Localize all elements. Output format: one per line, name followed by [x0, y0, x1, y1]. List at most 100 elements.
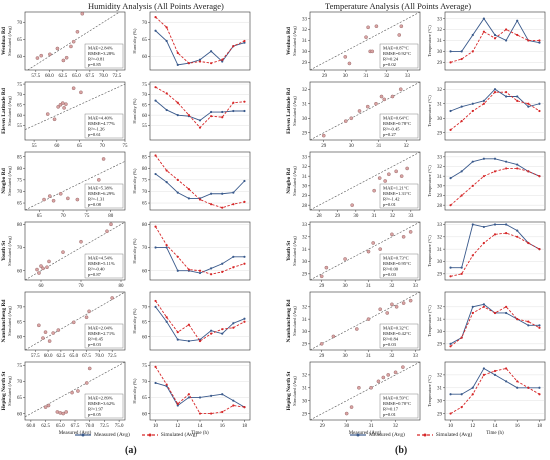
humidity-simulated-point [221, 206, 224, 209]
temperature-scatter-point [374, 101, 378, 106]
temperature-simulated-point [527, 102, 530, 105]
temperature-scatter-ytick-label: 32 [302, 28, 308, 33]
temperature-simulated-point [460, 57, 463, 61]
humidity-scatter-ytick-label: 80 [17, 167, 23, 172]
temperature-stats-line: p=0.03 [383, 272, 397, 277]
temperature-scatter-xtick-label: 29 [319, 354, 325, 359]
humidity-simulated-point [187, 188, 190, 191]
temperature-scatter-xtick-label: 32 [384, 74, 390, 79]
humidity-road-label: Heping North St [1, 371, 7, 410]
humidity-simulated-point [187, 114, 190, 117]
temperature-measured-point [449, 393, 452, 396]
humidity-measured-point [221, 110, 224, 114]
temperature-scatter-point [382, 97, 387, 102]
temperature-measured-point [471, 160, 474, 163]
temperature-line-ytick-label: 29 [437, 412, 443, 417]
humidity-scatter-point [39, 53, 44, 58]
humidity-simulated-point [176, 178, 179, 181]
temperature-scatter-point [377, 176, 382, 180]
temperature-scatter-ytick-label: 29 [302, 194, 308, 199]
humidity-simulated-point [210, 62, 213, 65]
humidity-road-label: Ningbo Rd [1, 168, 7, 194]
humidity-scatter-xtick-label: 75 [84, 214, 90, 219]
temperature-scatter-point [378, 247, 383, 251]
temperature-line-ytick-label: 32 [437, 28, 443, 33]
humidity-measured-point [154, 305, 157, 308]
humidity-line-ytick-label: 65 [142, 202, 148, 207]
humidity-scatter-point [52, 117, 57, 122]
temperature-row-0: Wenhua Rd Simulated (Avg) 29 30 31 32 33 29 30 31… [286, 11, 546, 79]
humidity-measured-point [221, 262, 224, 265]
humidity-scatter-point [84, 381, 89, 385]
humidity-scatter-xtick-label: 65.0 [56, 424, 65, 429]
humidity-scatter-ytick-label: 60 [17, 269, 23, 274]
temperature-scatter-ytick-label: 28 [302, 204, 308, 209]
temperature-row-2: Ningbo Rd Simulated (Avg) 28 29 30 31 32 33 28 29… [286, 151, 546, 219]
humidity-measured-line [155, 247, 245, 274]
temperature-panel-label: (b) [395, 445, 408, 456]
temperature-simulated-point [538, 175, 541, 178]
temperature-simulated-point [505, 167, 508, 170]
temperature-scatter-axes-frame [309, 81, 421, 141]
humidity-scatter-ylabel: Simulated (Avg) [7, 96, 12, 126]
humidity-line-ylabel: Humidity (%) [132, 168, 137, 194]
temperature-line-ytick-label: 28 [437, 204, 443, 209]
temperature-row-3: Youth St Simulated (Avg) 29 30 31 32 33 29 30 31 3… [286, 221, 546, 289]
temperature-scatter-ytick-label: 33 [302, 223, 308, 228]
humidity-scatter-ytick-label: 60 [17, 412, 23, 417]
temperature-scatter-axes-frame [309, 361, 421, 421]
temperature-scatter-point [405, 166, 409, 171]
humidity-measured-point [154, 29, 157, 32]
temperature-scatter-point [372, 188, 376, 193]
humidity-line-xtick-label: 14 [198, 424, 204, 429]
temperature-scatter-point [386, 373, 391, 377]
humidity-simulated-point [210, 273, 213, 276]
temperature-line-ylabel: Temperature (°C) [427, 25, 432, 57]
humidity-line-ylabel: Humidity (%) [132, 378, 137, 404]
temperature-simulated-point [460, 194, 463, 197]
humidity-measured-point [198, 119, 202, 122]
humidity-stats-line: RMSE=6.29% [88, 191, 115, 196]
humidity-simulated-point [232, 326, 235, 329]
temperature-simulated-point [527, 320, 530, 323]
temperature-scatter-ylabel: Simulated (Avg) [292, 236, 297, 266]
humidity-scatter-ytick-label: 75 [17, 179, 23, 184]
temperature-scatter-axes-frame [309, 151, 421, 211]
temperature-scatter-xtick-label: 31 [369, 424, 375, 429]
humidity-simulated-point [176, 331, 179, 334]
temperature-measured-point [516, 163, 519, 166]
humidity-scatter-point [37, 323, 41, 328]
humidity-stats-line: R²=-1.26 [88, 127, 105, 132]
humidity-line-ytick-label: 75 [142, 83, 148, 88]
humidity-simulated-point [165, 244, 168, 247]
humidity-line-ytick-label: 70 [142, 190, 148, 195]
humidity-measured-point [243, 255, 246, 258]
temperature-simulated-point [482, 175, 485, 178]
humidity-scatter-xtick-label: 65.0 [69, 354, 78, 359]
humidity-scatter-ytick-label: 75 [17, 364, 23, 369]
humidity-scatter-ytick-label: 65 [17, 396, 23, 401]
humidity-simulated-point [210, 115, 213, 118]
humidity-scatter-xtick-label: 70 [100, 144, 106, 149]
temperature-stats-line: MAE=0.64°C [383, 116, 409, 121]
temperature-line-ytick-label: 30 [437, 117, 443, 122]
temperature-simulated-line [450, 167, 540, 206]
humidity-measured-point [243, 109, 246, 113]
temperature-line-ylabel: Temperature (°C) [427, 165, 432, 197]
temperature-scatter-xlabel: Measured (Avg) [349, 431, 382, 436]
humidity-panel-label: (a) [125, 445, 137, 456]
temperature-line-ytick-label: 31 [437, 248, 443, 253]
temperature-stats-line: MAE=0.59°C [383, 396, 409, 401]
temperature-scatter-xtick-label: 33 [413, 284, 419, 289]
temperature-simulated-point [505, 232, 508, 235]
humidity-scatter-xtick-label: 70.0 [85, 424, 94, 429]
temperature-simulated-point [516, 235, 519, 238]
temperature-scatter-xtick-label: 29 [321, 144, 327, 149]
temperature-scatter-xtick-label: 30 [353, 214, 359, 219]
humidity-measured-point [210, 192, 213, 195]
temperature-scatter-xtick-label: 33 [408, 214, 414, 219]
humidity-scatter-ylabel: Simulated (Avg) [7, 236, 12, 266]
humidity-simulated-point [198, 269, 202, 272]
humidity-scatter-point [62, 106, 66, 110]
humidity-scatter-axes-frame [24, 221, 126, 281]
